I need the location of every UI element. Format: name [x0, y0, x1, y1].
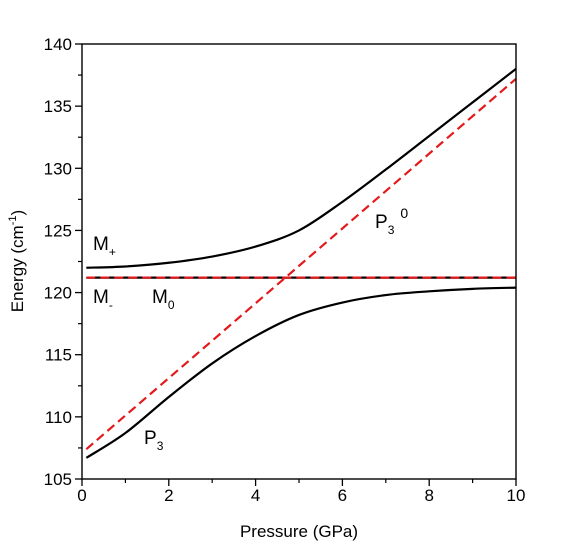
- annotation-sub: -: [109, 298, 113, 312]
- y-tick-label: 125: [44, 221, 72, 240]
- y-tick-label: 110: [45, 408, 72, 427]
- x-tick-label: 6: [338, 486, 347, 505]
- annotation-sub: 0: [168, 298, 175, 312]
- plot-frame: [81, 43, 517, 480]
- annotation-sup: 0: [400, 205, 408, 221]
- annotation: P3: [144, 428, 164, 453]
- annotation: P30: [375, 205, 408, 237]
- line-series: [85, 77, 517, 451]
- annotation-sub: 3: [157, 439, 164, 453]
- annotation-text: P: [375, 212, 388, 233]
- annotation: M-: [93, 287, 113, 312]
- annotation-text: M: [93, 287, 109, 308]
- y-axis-label-sup: -1: [7, 215, 19, 225]
- y-tick-label: 130: [44, 159, 72, 178]
- annotation-text: P: [144, 428, 157, 449]
- y-tick-label: 120: [44, 284, 72, 303]
- y-axis-label-tail: ): [8, 210, 27, 216]
- line-series: [85, 286, 517, 459]
- line-series: [86, 67, 517, 269]
- x-tick-label: 2: [164, 486, 173, 505]
- y-axis-label-text: Energy (cm: [8, 225, 27, 312]
- x-tick-label: 8: [424, 486, 433, 505]
- y-tick-label: 135: [44, 97, 72, 116]
- annotation-sub: +: [109, 245, 116, 259]
- annotation: M+: [93, 234, 116, 259]
- annotation-sub: 3: [388, 223, 395, 237]
- x-tick-label: 4: [251, 486, 260, 505]
- y-tick-label: 105: [44, 470, 72, 489]
- annotation: M0: [152, 287, 175, 312]
- y-axis-label: Energy (cm-1): [7, 210, 27, 312]
- annotation-text: M: [152, 287, 168, 308]
- x-axis-label: Pressure (GPa): [240, 522, 358, 541]
- x-tick-label: 0: [77, 486, 86, 505]
- y-tick-label: 115: [45, 346, 72, 365]
- annotation-text: M: [93, 234, 109, 255]
- x-tick-label: 10: [507, 486, 526, 505]
- y-tick-label: 140: [44, 35, 72, 54]
